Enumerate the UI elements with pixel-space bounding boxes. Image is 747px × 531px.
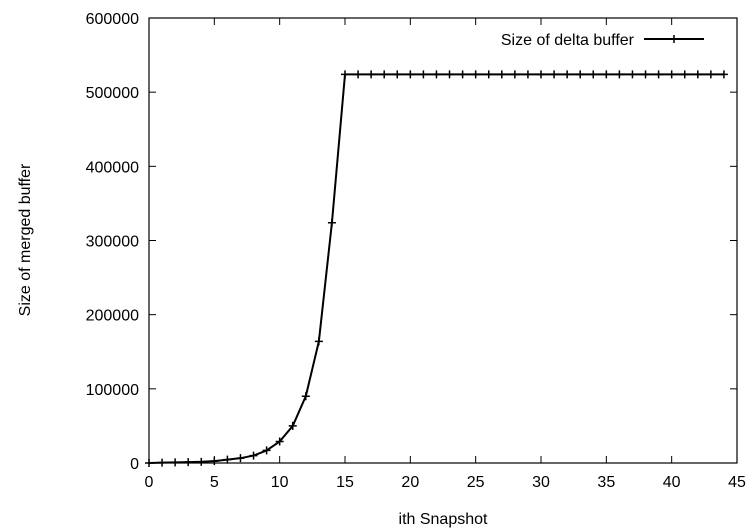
y-tick-label: 300000 <box>86 234 139 251</box>
data-point-marker <box>236 454 245 463</box>
x-tick-label: 10 <box>271 474 289 491</box>
x-tick-label: 45 <box>728 474 746 491</box>
legend: Size of delta buffer <box>501 32 704 49</box>
x-axis-ticks: 0 5 10 15 20 25 30 35 40 45 <box>145 18 746 491</box>
data-point-marker <box>341 70 349 79</box>
y-tick-label: 500000 <box>86 85 139 102</box>
x-tick-label: 15 <box>336 474 354 491</box>
series-line <box>148 73 724 464</box>
data-point-marker <box>184 458 193 467</box>
data-point-marker <box>563 70 572 79</box>
data-point-marker <box>327 218 336 227</box>
x-tick-label: 20 <box>401 474 419 491</box>
data-point-marker <box>706 70 715 79</box>
data-point-marker <box>602 70 611 79</box>
data-point-marker <box>275 437 284 446</box>
data-point-marker <box>223 455 232 464</box>
y-axis-ticks: 0 100000 200000 300000 400000 500000 600000 <box>86 11 737 473</box>
data-point-marker <box>419 70 428 79</box>
data-point-marker <box>171 458 180 467</box>
data-point-marker <box>354 70 363 79</box>
data-point-marker <box>432 70 441 79</box>
series-layer <box>145 70 728 467</box>
data-point-marker <box>589 70 598 79</box>
y-tick-label: 600000 <box>86 11 139 28</box>
data-point-marker <box>510 70 519 79</box>
y-tick-label: 200000 <box>86 308 139 325</box>
data-point-marker <box>654 70 663 79</box>
plot-area-frame <box>148 17 738 464</box>
data-point-marker <box>445 70 454 79</box>
data-point-marker <box>550 70 559 79</box>
data-point-marker <box>458 70 467 79</box>
data-point-marker <box>262 446 271 455</box>
data-point-marker <box>288 421 297 430</box>
data-point-marker <box>210 457 219 466</box>
data-point-marker <box>641 70 650 79</box>
y-axis-title: Size of merged buffer <box>17 163 34 316</box>
data-point-marker <box>537 70 545 79</box>
data-point-marker <box>367 70 376 79</box>
data-point-marker <box>484 70 493 79</box>
data-point-marker <box>523 70 532 79</box>
y-tick-label: 400000 <box>86 159 139 176</box>
data-point-marker <box>471 70 480 79</box>
data-point-marker <box>314 337 323 346</box>
data-point-marker <box>406 70 415 79</box>
data-point-marker <box>680 70 689 79</box>
y-tick-label: 0 <box>130 456 139 473</box>
y-tick-label: 100000 <box>86 382 139 399</box>
data-point-marker <box>301 392 310 401</box>
legend-label-delta-buffer: Size of delta buffer <box>501 32 635 49</box>
data-point-marker <box>158 458 167 467</box>
data-point-marker <box>693 70 702 79</box>
data-point-marker <box>145 459 153 467</box>
data-point-marker <box>719 70 728 79</box>
x-axis-title: ith Snapshot <box>399 511 489 528</box>
data-point-marker <box>628 70 637 79</box>
x-tick-label: 5 <box>210 474 219 491</box>
data-point-marker <box>249 451 258 460</box>
legend-marker-plus <box>670 35 678 43</box>
data-point-marker <box>576 70 585 79</box>
x-tick-label: 40 <box>663 474 681 491</box>
data-point-marker <box>393 70 402 79</box>
x-tick-label: 0 <box>145 474 154 491</box>
data-point-marker <box>197 457 206 466</box>
data-point-marker <box>615 70 624 79</box>
data-point-marker <box>497 70 506 79</box>
x-tick-label: 25 <box>467 474 485 491</box>
x-tick-label: 30 <box>532 474 550 491</box>
data-point-marker <box>667 70 676 79</box>
data-point-marker <box>380 70 389 79</box>
x-tick-label: 35 <box>597 474 615 491</box>
